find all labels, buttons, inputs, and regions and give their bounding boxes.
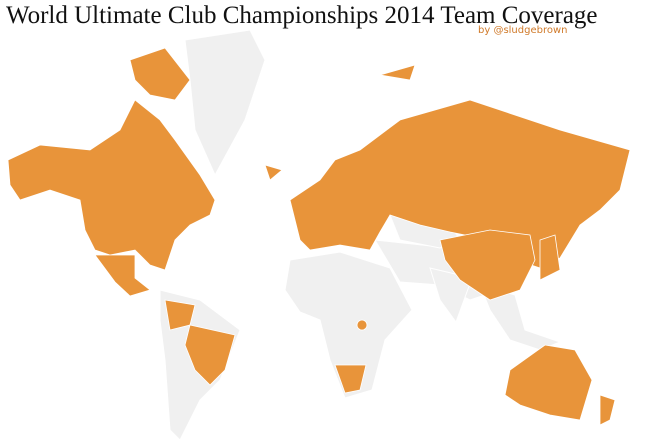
covered-country bbox=[356, 319, 368, 331]
covered-country bbox=[7, 99, 216, 271]
covered-country bbox=[129, 47, 191, 101]
covered-country bbox=[504, 344, 593, 421]
covered-country bbox=[184, 324, 236, 386]
covered-country bbox=[439, 229, 536, 301]
covered-country bbox=[599, 394, 616, 426]
title: World Ultimate Club Championships 2014 T… bbox=[6, 2, 598, 29]
covered-country bbox=[539, 234, 561, 281]
covered-country bbox=[94, 254, 151, 297]
covered-country bbox=[334, 364, 367, 394]
land bbox=[284, 251, 413, 399]
covered-country bbox=[264, 164, 283, 181]
byline: by @sludgebrown bbox=[478, 25, 568, 36]
land bbox=[184, 29, 266, 177]
covered-country bbox=[379, 64, 416, 81]
